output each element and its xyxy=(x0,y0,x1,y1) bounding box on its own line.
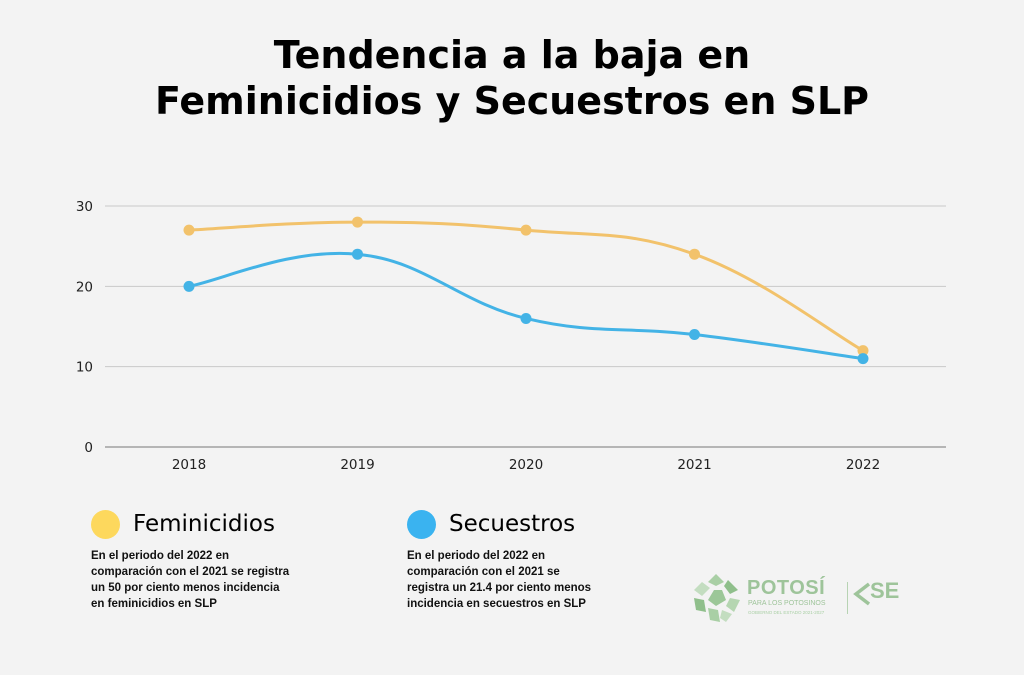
data-point-feminicidios xyxy=(352,216,363,228)
data-point-secuestros xyxy=(689,329,700,341)
legend-note-feminicidios: En el periodo del 2022 en comparación co… xyxy=(91,550,290,610)
series-line-feminicidios xyxy=(187,220,865,353)
chart-title: Tendencia a la baja en Feminicidios y Se… xyxy=(0,32,1024,124)
series-feminicidios xyxy=(183,216,869,357)
logo-divider xyxy=(847,582,848,614)
potosi-logo-text: POTOSÍ xyxy=(747,577,826,599)
line-chart: 0 10 20 30 2018 2019 2020 2021 2022 xyxy=(76,199,946,473)
y-tick-label: 10 xyxy=(76,360,93,376)
se-logo-text: SE xyxy=(870,578,900,603)
data-point-feminicidios xyxy=(689,248,700,260)
y-axis: 0 10 20 30 xyxy=(76,199,93,456)
x-tick-label: 2019 xyxy=(340,457,374,473)
legend-label-feminicidios: Feminicidios xyxy=(133,511,275,537)
potosi-logo-subtitle: PARA LOS POTOSINOS xyxy=(748,600,826,607)
legend-note-secuestros: En el periodo del 2022 en comparación co… xyxy=(407,550,592,610)
se-logo-icon xyxy=(853,582,871,606)
x-axis: 2018 2019 2020 2021 2022 xyxy=(172,457,880,473)
data-point-feminicidios xyxy=(183,224,195,236)
potosi-logo-subtitle-2: GOBIERNO DEL ESTADO 2021-2027 xyxy=(748,610,825,615)
potosi-logo-icon xyxy=(694,574,740,622)
grid-lines xyxy=(105,205,946,448)
chart-title-line-2: Feminicidios y Secuestros en SLP xyxy=(154,79,870,123)
y-tick-label: 0 xyxy=(84,440,93,456)
data-point-feminicidios xyxy=(857,345,869,357)
y-tick-label: 20 xyxy=(76,279,93,295)
data-point-secuestros xyxy=(520,312,532,324)
data-point-feminicidios xyxy=(520,224,532,236)
series-line-secuestros xyxy=(187,251,865,361)
legend-dot-feminicidios xyxy=(91,510,120,539)
legend-dot-secuestros xyxy=(407,510,436,539)
x-tick-label: 2022 xyxy=(846,457,880,473)
data-point-secuestros xyxy=(352,248,363,260)
chart-title-line-1: Tendencia a la baja en xyxy=(273,33,751,77)
series-secuestros xyxy=(183,248,869,365)
data-point-secuestros xyxy=(183,280,195,292)
x-tick-label: 2018 xyxy=(172,457,206,473)
logos: POTOSÍ PARA LOS POTOSINOS GOBIERNO DEL E… xyxy=(690,570,920,626)
series-group xyxy=(183,216,869,365)
x-tick-label: 2020 xyxy=(509,457,543,473)
data-point-secuestros xyxy=(857,353,869,365)
legend-label-secuestros: Secuestros xyxy=(449,511,576,537)
x-tick-label: 2021 xyxy=(677,457,711,473)
y-tick-label: 30 xyxy=(76,199,93,215)
